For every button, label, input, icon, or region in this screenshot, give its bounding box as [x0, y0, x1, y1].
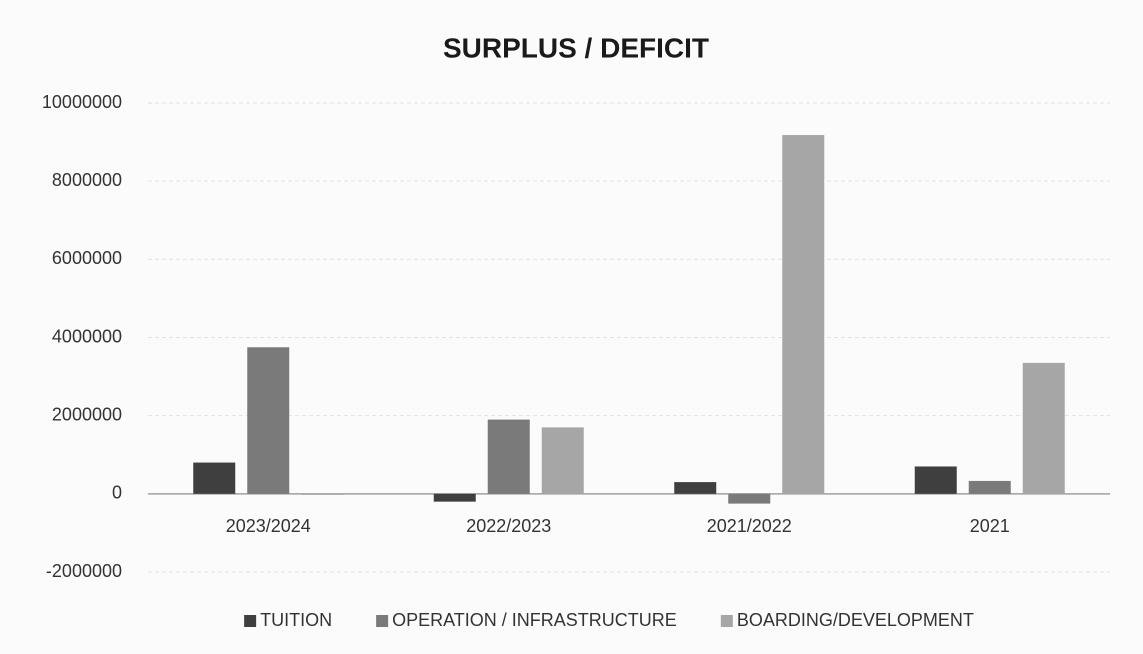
- y-tick-label: -2000000: [46, 561, 122, 581]
- y-tick-label: 4000000: [52, 326, 122, 346]
- bar: [193, 462, 236, 494]
- legend-swatch: [244, 615, 257, 627]
- y-tick-label: 8000000: [52, 170, 122, 190]
- bar: [433, 493, 476, 502]
- bar: [914, 466, 957, 494]
- y-tick-label: 0: [112, 483, 122, 503]
- chart-title: SURPLUS / DEFICIT: [443, 32, 709, 63]
- bar: [541, 427, 584, 494]
- bar: [782, 135, 825, 494]
- bar: [728, 493, 771, 504]
- legend-swatch: [376, 615, 389, 627]
- y-tick-label: 2000000: [52, 404, 122, 424]
- bar: [968, 480, 1011, 494]
- x-tick-label: 2021/2022: [707, 516, 792, 536]
- x-tick-label: 2022/2023: [466, 516, 551, 536]
- legend-label: TUITION: [260, 610, 332, 630]
- x-tick-label: 2023/2024: [226, 516, 311, 536]
- legend-label: BOARDING/DEVELOPMENT: [737, 610, 974, 630]
- legend-swatch: [720, 615, 733, 627]
- y-tick-label: 6000000: [52, 248, 122, 268]
- x-tick-label: 2021: [970, 516, 1010, 536]
- bar: [301, 493, 344, 495]
- bar: [674, 482, 717, 494]
- y-tick-label: 10000000: [42, 92, 122, 112]
- bar: [247, 347, 290, 494]
- legend-label: OPERATION / INFRASTRUCTURE: [392, 610, 677, 630]
- bar: [487, 419, 530, 494]
- bar: [1022, 362, 1065, 494]
